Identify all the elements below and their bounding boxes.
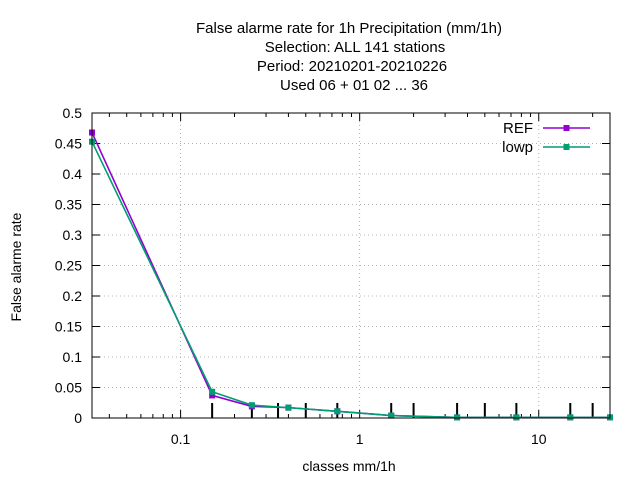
x-tick-label: 1	[356, 431, 364, 447]
legend-marker	[563, 125, 570, 131]
y-tick-label: 0.15	[55, 319, 82, 335]
title-line-4: Used 06 + 01 02 ... 36	[280, 77, 428, 94]
data-point	[513, 414, 520, 421]
data-point	[248, 402, 255, 409]
data-point	[567, 414, 574, 421]
legend: REF lowp	[502, 120, 590, 156]
data-point	[388, 412, 395, 419]
series-layer	[89, 129, 613, 421]
y-tick-label: 0.35	[55, 197, 82, 213]
y-tick-label: 0.2	[63, 288, 83, 304]
y-tick-label: 0.4	[63, 166, 83, 182]
legend-label: lowp	[502, 139, 533, 156]
y-axis-ticks: 0 0.05 0.1 0.15 0.2 0.25 0.3 0.35 0.4 0.45 0.5	[55, 105, 610, 426]
y-tick-label: 0.1	[63, 349, 83, 365]
data-point	[209, 392, 216, 399]
title-line-2: Selection: ALL 141 stations	[265, 39, 445, 56]
y-axis-label: False alarme rate	[8, 212, 24, 321]
x-axis-label: classes mm/1h	[302, 458, 395, 474]
y-tick-label: 0.5	[63, 105, 83, 121]
legend-marker	[563, 144, 570, 150]
data-point	[285, 404, 292, 411]
y-tick-label: 0.3	[63, 227, 83, 243]
grid	[92, 113, 610, 418]
x-axis-ticks: 0.1 1 10	[108, 113, 594, 447]
series-REF	[89, 129, 613, 421]
data-point	[454, 414, 461, 421]
series-lowp	[89, 138, 613, 421]
y-tick-label: 0.25	[55, 258, 82, 274]
title-line-3: Period: 20210201-20210226	[257, 58, 447, 75]
y-tick-label: 0.05	[55, 380, 82, 396]
series-line	[91, 132, 610, 419]
plot-border	[91, 112, 611, 419]
x-tick-label: 0.1	[171, 431, 191, 447]
chart-title: False alarme rate for 1h Precipitation (…	[196, 20, 502, 94]
data-point	[209, 388, 216, 395]
x-tick-label: 10	[531, 431, 547, 447]
y-tick-label: 0	[74, 410, 82, 426]
series-line	[91, 141, 610, 419]
data-point	[334, 408, 341, 415]
legend-label: REF	[503, 120, 533, 137]
y-tick-label: 0.45	[55, 136, 82, 152]
title-line-1: False alarme rate for 1h Precipitation (…	[196, 20, 502, 37]
